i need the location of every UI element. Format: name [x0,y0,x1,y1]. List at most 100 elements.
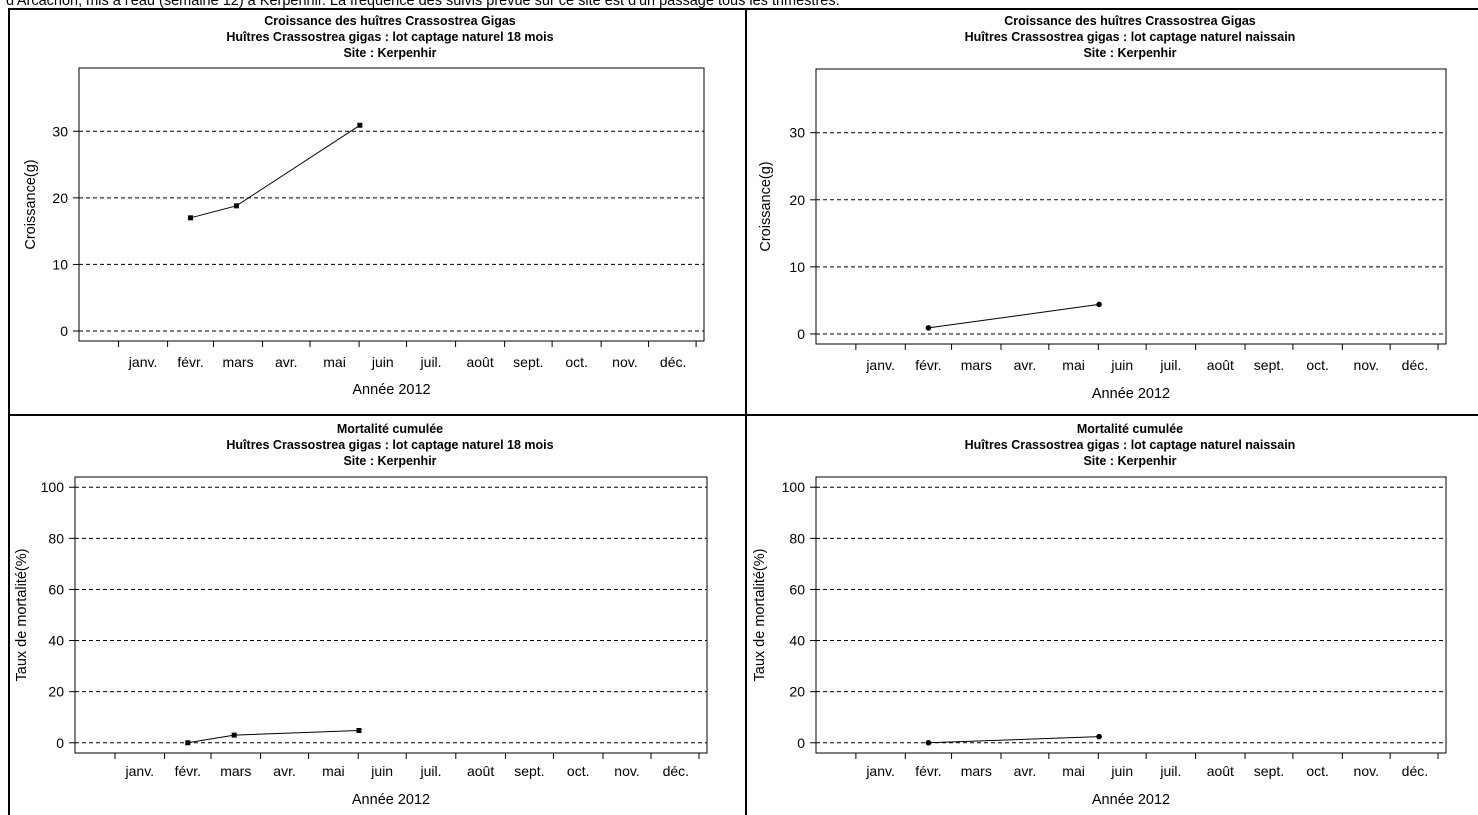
chart-title: Croissance des huîtres Crassostrea Gigas [264,14,516,28]
series-line-0 [928,303,1100,329]
chart-site-label: Site : Kerpenhir [343,46,436,60]
y-tick-label-80: 80 [48,530,64,546]
y-tick-label-20: 20 [789,684,805,700]
chart-subtitle: Huîtres Crassostrea gigas : lot captage … [965,30,1296,44]
plot-area-border [815,476,1447,754]
chart-title: Mortalité cumulée [337,422,443,436]
x-tick-label: juin [371,354,394,370]
x-tick-label: mai [323,354,346,370]
chart-site-label: Site : Kerpenhir [343,454,436,468]
x-axis-label: Année 2012 [352,382,430,398]
y-tick-label-30: 30 [789,125,805,141]
chart-site-label: Site : Kerpenhir [1083,454,1176,468]
y-axis-label: Taux de mortalité(%) [752,549,768,682]
y-tick-label-100: 100 [41,479,65,495]
chart-growth-naissain: Croissance des huîtres Crassostrea Gigas… [758,14,1447,402]
x-tick-label: févr. [175,763,201,779]
data-point-1 [1096,733,1102,740]
y-tick-label-0: 0 [797,735,805,751]
x-tick-label: oct. [1306,763,1329,779]
x-tick-label: août [467,763,494,779]
frame-top-border [8,8,1478,10]
x-tick-label: nov. [1354,763,1379,779]
data-point-0 [925,325,932,331]
x-tick-label: janv. [128,354,158,370]
y-axis-label: Taux de mortalité(%) [14,549,30,682]
chart-title: Mortalité cumulée [1077,422,1183,436]
x-axis-label: Année 2012 [1092,792,1170,808]
x-tick-label: avr. [273,763,296,779]
x-tick-label: oct. [565,354,588,370]
header-text: d'Arcachon, mis à l'eau (semaine 12) à K… [6,0,840,9]
plot-area-border [74,476,708,754]
x-tick-label: déc. [1402,357,1428,373]
frame-vertical-divider [745,8,747,815]
x-tick-label: févr. [915,357,941,373]
x-tick-label: nov. [614,763,639,779]
x-tick-label: déc. [660,354,686,370]
x-tick-label: juil. [1159,763,1181,779]
x-tick-label: nov. [612,354,637,370]
x-tick-label: janv. [125,763,155,779]
chart-subtitle: Huîtres Crassostrea gigas : lot captage … [226,30,553,44]
data-point-0 [185,740,191,746]
frame-left-border [8,8,10,815]
y-tick-label-0: 0 [56,735,64,751]
y-tick-label-20: 20 [52,190,68,206]
series-line-0 [187,730,360,744]
x-tick-label: avr. [1014,763,1037,779]
data-point-2 [356,728,362,734]
x-tick-label: mai [322,763,345,779]
x-tick-label: janv. [865,357,895,373]
y-tick-label-80: 80 [789,530,805,546]
x-tick-label: mars [961,763,992,779]
y-tick-label-10: 10 [789,259,805,275]
x-tick-label: déc. [663,763,689,779]
data-point-1 [231,732,237,738]
chart-title: Croissance des huîtres Crassostrea Gigas [1004,14,1256,28]
x-tick-label: janv. [865,763,895,779]
x-tick-label: sept. [513,354,543,370]
x-tick-label: mai [1062,357,1085,373]
y-tick-label-0: 0 [797,326,805,342]
data-point-1 [233,203,239,209]
y-tick-label-0: 0 [60,323,68,339]
chart-growth-18-months: Croissance des huîtres Crassostrea Gigas… [23,14,705,398]
data-point-2 [357,122,363,128]
x-axis-label: Année 2012 [1092,386,1170,402]
series-line-0 [928,736,1100,744]
y-tick-label-10: 10 [52,256,68,272]
chart-subtitle: Huîtres Crassostrea gigas : lot captage … [965,438,1296,452]
x-tick-label: oct. [567,763,590,779]
y-tick-label-40: 40 [789,633,805,649]
chart-subtitle: Huîtres Crassostrea gigas : lot captage … [226,438,553,452]
y-tick-label-30: 30 [52,123,68,139]
x-tick-label: mars [220,763,251,779]
y-tick-label-40: 40 [48,633,64,649]
x-tick-label: févr. [177,354,203,370]
y-axis-label: Croissance(g) [758,161,774,251]
x-tick-label: avr. [1014,357,1037,373]
series-line-0 [190,124,361,219]
x-tick-label: août [1207,763,1234,779]
x-tick-label: juil. [1159,357,1181,373]
y-axis-label: Croissance(g) [23,159,39,249]
x-tick-label: juin [1110,357,1133,373]
data-point-0 [188,215,194,221]
x-tick-label: mars [222,354,253,370]
x-tick-label: mars [961,357,992,373]
y-tick-label-20: 20 [789,192,805,208]
x-tick-label: févr. [915,763,941,779]
y-tick-label-100: 100 [782,479,806,495]
chart-grid-frame [8,8,1478,815]
chart-site-label: Site : Kerpenhir [1083,46,1176,60]
x-tick-label: juil. [419,763,441,779]
chart-mortality-naissain: Mortalité cumulée Huîtres Crassostrea gig… [752,422,1447,808]
x-tick-label: sept. [514,763,544,779]
x-tick-label: avr. [275,354,298,370]
frame-horizontal-divider [8,414,1478,416]
x-tick-label: nov. [1354,357,1379,373]
data-point-0 [925,739,932,746]
x-tick-label: août [1207,357,1234,373]
x-tick-label: déc. [1402,763,1428,779]
